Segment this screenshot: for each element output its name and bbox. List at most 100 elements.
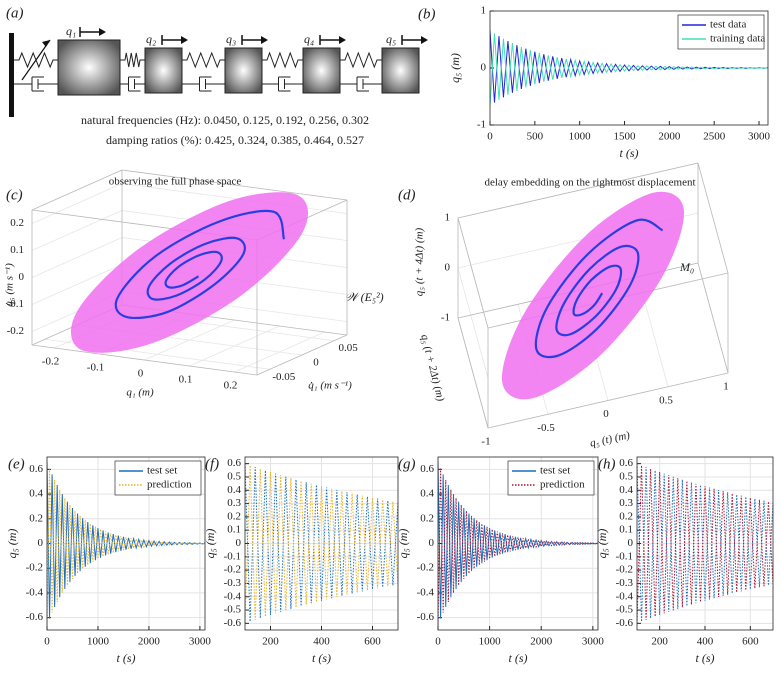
x-tick-label: 400 — [697, 636, 714, 648]
z-tick-label: -0.1 — [7, 298, 24, 310]
mass — [302, 47, 341, 94]
mass — [144, 47, 183, 94]
legend-label: prediction — [147, 479, 192, 491]
wall — [9, 33, 14, 117]
spring — [14, 51, 58, 69]
x-tick-label: 1500 — [614, 131, 637, 143]
legend-label: test set — [540, 465, 570, 477]
damper — [340, 76, 382, 92]
y-tick-label: -0.4 — [417, 586, 435, 598]
y-tick-label: 0.4 — [420, 488, 434, 500]
spring — [182, 51, 225, 69]
arrow-head — [181, 36, 188, 44]
series-line — [637, 465, 773, 624]
x-tick-label: 200 — [262, 636, 279, 648]
x-tick-label: 0 — [487, 131, 493, 143]
y-tick-label: 0.2 — [420, 512, 434, 524]
y-axis-label: q₅ (m) — [203, 529, 217, 559]
y-axis-label: q₅ (t + 2Δt) (m) — [418, 333, 446, 403]
grid-line — [457, 267, 489, 379]
arrow-head — [339, 36, 346, 44]
box-edge — [256, 334, 348, 376]
box-edge — [457, 162, 699, 219]
x-tick-label: -0.2 — [42, 356, 59, 368]
x-tick-label: 0 — [44, 636, 50, 648]
grid-line — [31, 237, 123, 278]
arrow-head — [99, 28, 106, 36]
legend-label: prediction — [540, 479, 585, 491]
legend-label: test data — [710, 19, 746, 31]
direction-arrow — [241, 35, 262, 45]
arrow-head — [261, 36, 268, 44]
y-tick-label: 0.3 — [619, 497, 633, 509]
series-line — [47, 468, 205, 626]
grid-line — [121, 183, 348, 214]
frequencies-text: natural frequencies (Hz): 0.0450, 0.125,… — [81, 113, 369, 127]
axes-frame — [46, 456, 206, 631]
z-axis-label: q̇₅ (m s⁻¹) — [4, 263, 16, 307]
y-tick-label: -0.5 — [224, 604, 242, 616]
box-edge — [121, 169, 348, 201]
box-edge — [457, 217, 489, 329]
y-tick-label: 0.4 — [29, 488, 43, 500]
mass — [224, 47, 263, 94]
z-tick-label: -1 — [441, 312, 450, 324]
x-tick-label: 600 — [742, 636, 759, 648]
series-line — [490, 33, 768, 106]
series-line — [637, 463, 773, 622]
y-axis-label: q₅ (m) — [595, 529, 609, 559]
y-tick-label: -0.6 — [224, 617, 242, 629]
arrow-head — [421, 36, 428, 44]
x-tick-label: 0 — [603, 408, 609, 420]
mass-label: q₃ — [226, 32, 236, 46]
manifold-surface — [70, 192, 309, 353]
annotation: M₀ — [679, 260, 694, 274]
damper — [120, 76, 145, 92]
z-tick-label: -0.2 — [7, 325, 24, 337]
x-tick-label: 1000 — [569, 131, 592, 143]
annotation: 𝒲 (E₅²) — [345, 290, 384, 304]
y-tick-label: -0.6 — [417, 611, 435, 623]
chart-title: delay embedding on the rightmost displac… — [484, 177, 695, 189]
x-tick-label: 2000 — [658, 131, 681, 143]
y-axis-label: q₅ (m) — [5, 529, 19, 559]
x-tick-label: -0.5 — [537, 422, 555, 434]
x-tick-label: 500 — [527, 131, 544, 143]
x-tick-label: -1 — [481, 436, 490, 448]
x-tick-label: 2000 — [530, 636, 553, 648]
z-tick-label: 0 — [445, 262, 451, 274]
mass-label: q₅ — [386, 32, 396, 46]
x-tick-label: 2500 — [703, 131, 726, 143]
y-tick-label: 0.5 — [227, 470, 241, 482]
y-tick-label: -0.3 — [224, 577, 242, 589]
panel-label: (h) — [598, 456, 616, 472]
panel-label: (d) — [398, 187, 416, 203]
box-edge — [487, 372, 729, 429]
x-tick-label: 3000 — [748, 131, 771, 143]
axes-frame — [437, 456, 599, 631]
x-tick-label: 0 — [435, 636, 441, 648]
grid-line — [31, 183, 123, 224]
x-tick-label: 0.1 — [179, 374, 193, 386]
legend-label: training data — [710, 33, 765, 45]
y-tick-label: 0.1 — [619, 524, 633, 536]
panel-label: (b) — [418, 6, 436, 22]
z-axis-label: q₅ (t + 4Δt) (m) — [414, 227, 426, 296]
damper — [14, 76, 58, 92]
box-edge — [457, 317, 489, 429]
x-axis-label: t (s) — [312, 651, 331, 665]
z-tick-label: 0.1 — [10, 244, 24, 256]
x-tick-label: 0.5 — [659, 394, 673, 406]
x-axis-label: t (s) — [620, 146, 639, 160]
y-tick-label: -0.4 — [26, 586, 44, 598]
y-tick-label: 0.2 — [29, 512, 43, 524]
x-tick-label: 0.2 — [224, 380, 238, 392]
panel-label: (e) — [8, 456, 25, 472]
panel-label: (f) — [205, 456, 219, 472]
arrow-head — [42, 40, 50, 47]
x-axis-label: q₅ (t) (m) — [589, 429, 631, 449]
spring — [120, 52, 145, 68]
mass-label: q₄ — [304, 32, 314, 46]
damper — [182, 76, 225, 92]
